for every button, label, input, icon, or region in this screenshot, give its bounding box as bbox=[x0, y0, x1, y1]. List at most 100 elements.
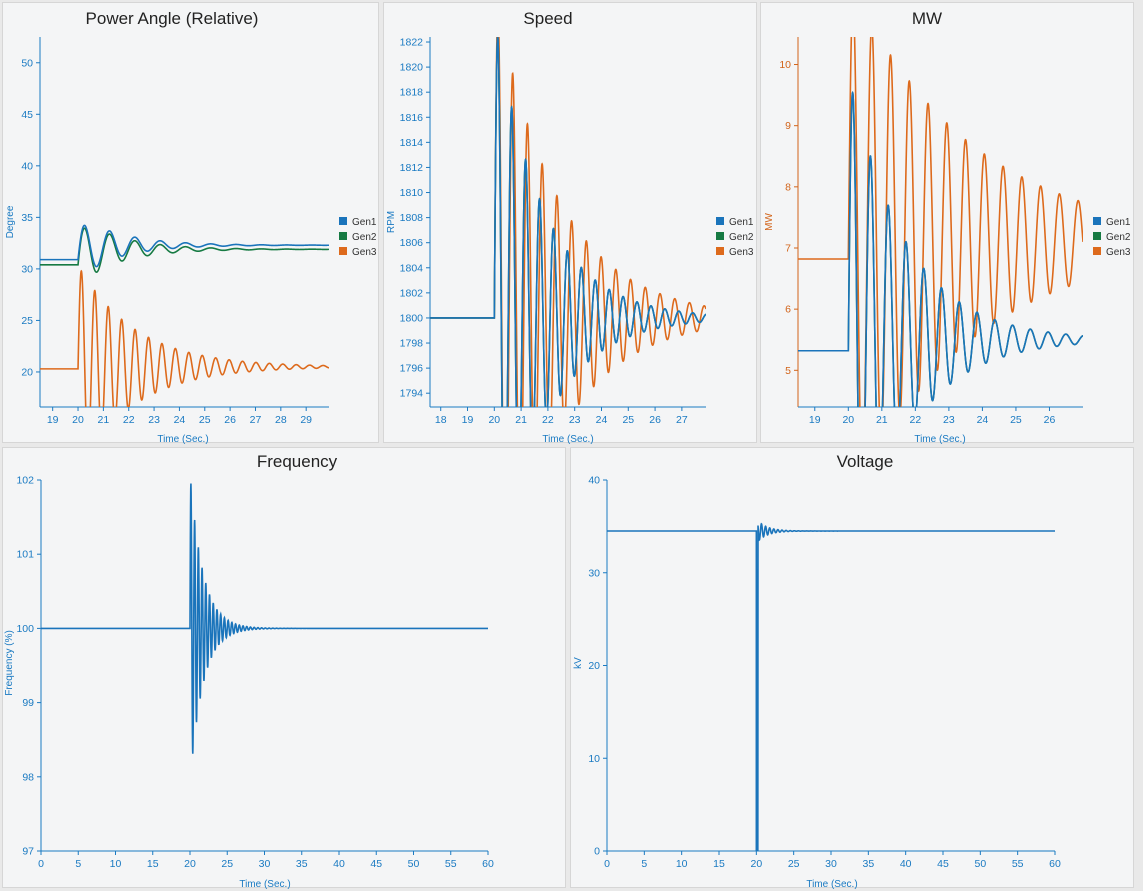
x-tick-label: 35 bbox=[296, 858, 308, 870]
chart-title: Power Angle (Relative) bbox=[86, 9, 259, 28]
y-tick-label: 40 bbox=[21, 160, 33, 172]
x-tick-label: 22 bbox=[910, 414, 922, 426]
y-tick-label: 99 bbox=[22, 697, 34, 709]
x-tick-label: 25 bbox=[622, 414, 634, 426]
x-tick-label: 21 bbox=[876, 414, 888, 426]
x-tick-label: 19 bbox=[462, 414, 474, 426]
x-tick-label: 26 bbox=[1044, 414, 1056, 426]
x-tick-label: 50 bbox=[408, 858, 420, 870]
x-tick-label: 25 bbox=[1010, 414, 1022, 426]
x-tick-label: 25 bbox=[788, 858, 800, 870]
series-line-frequency bbox=[41, 483, 488, 754]
legend-label-gen1: Gen1 bbox=[729, 217, 754, 228]
x-tick-label: 45 bbox=[937, 858, 949, 870]
y-tick-label: 9 bbox=[785, 120, 791, 132]
y-tick-label: 20 bbox=[588, 660, 600, 672]
x-tick-label: 24 bbox=[977, 414, 989, 426]
y-tick-label: 20 bbox=[21, 366, 33, 378]
y-tick-label: 97 bbox=[22, 846, 34, 858]
x-tick-label: 18 bbox=[435, 414, 447, 426]
series-line-gen3 bbox=[430, 37, 706, 407]
chart-title: Frequency bbox=[257, 452, 338, 471]
legend-swatch-gen2 bbox=[339, 232, 347, 240]
x-tick-label: 40 bbox=[333, 858, 345, 870]
x-tick-label: 23 bbox=[148, 414, 160, 426]
legend-label-gen1: Gen1 bbox=[1106, 217, 1131, 228]
x-tick-label: 25 bbox=[199, 414, 211, 426]
x-tick-label: 60 bbox=[1049, 858, 1061, 870]
voltage-chart: Voltage kV Time (Sec.) 0 10 20 30 40 0 5 10 15 20… bbox=[573, 452, 1061, 889]
x-tick-label: 20 bbox=[488, 414, 500, 426]
y-tick-label: 102 bbox=[16, 475, 34, 487]
y-tick-label: 1820 bbox=[400, 62, 424, 74]
legend-swatch-gen1 bbox=[1093, 217, 1101, 225]
mw-chart: MW MW Time (Sec.) 5 6 7 8 9 10 19 20 21 22 23 24 25 2… bbox=[764, 9, 1131, 444]
x-axis-label: Time (Sec.) bbox=[157, 434, 208, 444]
x-tick-label: 20 bbox=[750, 858, 762, 870]
x-tick-label: 22 bbox=[123, 414, 135, 426]
mw-panel: MW MW Time (Sec.) 5 6 7 8 9 10 19 20 21 22 23 24 25 2… bbox=[760, 2, 1134, 444]
x-tick-label: 45 bbox=[370, 858, 382, 870]
legend-label-gen1: Gen1 bbox=[352, 217, 377, 228]
x-tick-label: 30 bbox=[825, 858, 837, 870]
y-tick-label: 25 bbox=[21, 315, 33, 327]
x-axis-label: Time (Sec.) bbox=[914, 434, 965, 444]
x-tick-label: 60 bbox=[482, 858, 494, 870]
x-tick-label: 21 bbox=[98, 414, 110, 426]
y-tick-label: 1808 bbox=[400, 212, 424, 224]
y-tick-label: 1806 bbox=[400, 237, 424, 249]
x-tick-label: 40 bbox=[900, 858, 912, 870]
x-tick-label: 30 bbox=[259, 858, 271, 870]
x-tick-label: 29 bbox=[300, 414, 312, 426]
legend-label-gen3: Gen3 bbox=[729, 247, 754, 258]
y-tick-label: 7 bbox=[785, 242, 791, 254]
x-tick-label: 26 bbox=[224, 414, 236, 426]
x-tick-label: 5 bbox=[75, 858, 81, 870]
legend-swatch-gen1 bbox=[339, 217, 347, 225]
x-tick-label: 21 bbox=[515, 414, 527, 426]
x-tick-label: 50 bbox=[974, 858, 986, 870]
legend-swatch-gen3 bbox=[339, 247, 347, 255]
series-line-gen1 bbox=[798, 90, 1083, 407]
x-tick-label: 24 bbox=[596, 414, 608, 426]
speed-chart: Speed RPM Time (Sec.) 1794 1796 1798 1800 18… bbox=[386, 9, 754, 444]
x-tick-label: 10 bbox=[110, 858, 122, 870]
y-tick-label: 1804 bbox=[400, 262, 424, 274]
x-axis-label: Time (Sec.) bbox=[806, 879, 857, 889]
x-tick-label: 20 bbox=[842, 414, 854, 426]
series-line-gen1 bbox=[430, 37, 706, 407]
power-angle-chart: Power Angle (Relative) Degree Time (Sec.… bbox=[5, 9, 377, 444]
x-tick-label: 23 bbox=[943, 414, 955, 426]
y-tick-label: 1802 bbox=[400, 287, 424, 299]
series-line-gen2 bbox=[40, 227, 329, 273]
y-tick-label: 1800 bbox=[400, 312, 424, 324]
x-axis-label: Time (Sec.) bbox=[239, 879, 290, 889]
x-tick-label: 19 bbox=[809, 414, 821, 426]
y-tick-label: 1822 bbox=[400, 37, 424, 49]
power-angle-panel: Power Angle (Relative) Degree Time (Sec.… bbox=[2, 2, 379, 444]
series-line-gen3 bbox=[40, 269, 329, 407]
x-tick-label: 25 bbox=[221, 858, 233, 870]
y-tick-label: 1812 bbox=[400, 162, 424, 174]
y-tick-label: 1810 bbox=[400, 187, 424, 199]
legend-label-gen2: Gen2 bbox=[352, 232, 377, 243]
x-tick-label: 27 bbox=[250, 414, 262, 426]
y-axis-label: RPM bbox=[386, 211, 397, 233]
frequency-panel: Frequency Frequency (%) Time (Sec.) 97 98… bbox=[2, 447, 566, 889]
x-tick-label: 23 bbox=[569, 414, 581, 426]
x-tick-label: 15 bbox=[147, 858, 159, 870]
x-tick-label: 55 bbox=[445, 858, 457, 870]
y-tick-label: 101 bbox=[16, 549, 34, 561]
x-tick-label: 35 bbox=[862, 858, 874, 870]
x-tick-label: 24 bbox=[174, 414, 186, 426]
y-tick-label: 1796 bbox=[400, 363, 424, 375]
series-line-gen1 bbox=[40, 224, 329, 268]
y-tick-label: 30 bbox=[588, 567, 600, 579]
y-tick-label: 50 bbox=[21, 57, 33, 69]
series-line-gen2 bbox=[798, 90, 1083, 407]
x-tick-label: 28 bbox=[275, 414, 287, 426]
x-axis-label: Time (Sec.) bbox=[542, 434, 593, 444]
y-tick-label: 1814 bbox=[400, 137, 424, 149]
x-tick-label: 5 bbox=[641, 858, 647, 870]
legend-swatch-gen1 bbox=[716, 217, 724, 225]
